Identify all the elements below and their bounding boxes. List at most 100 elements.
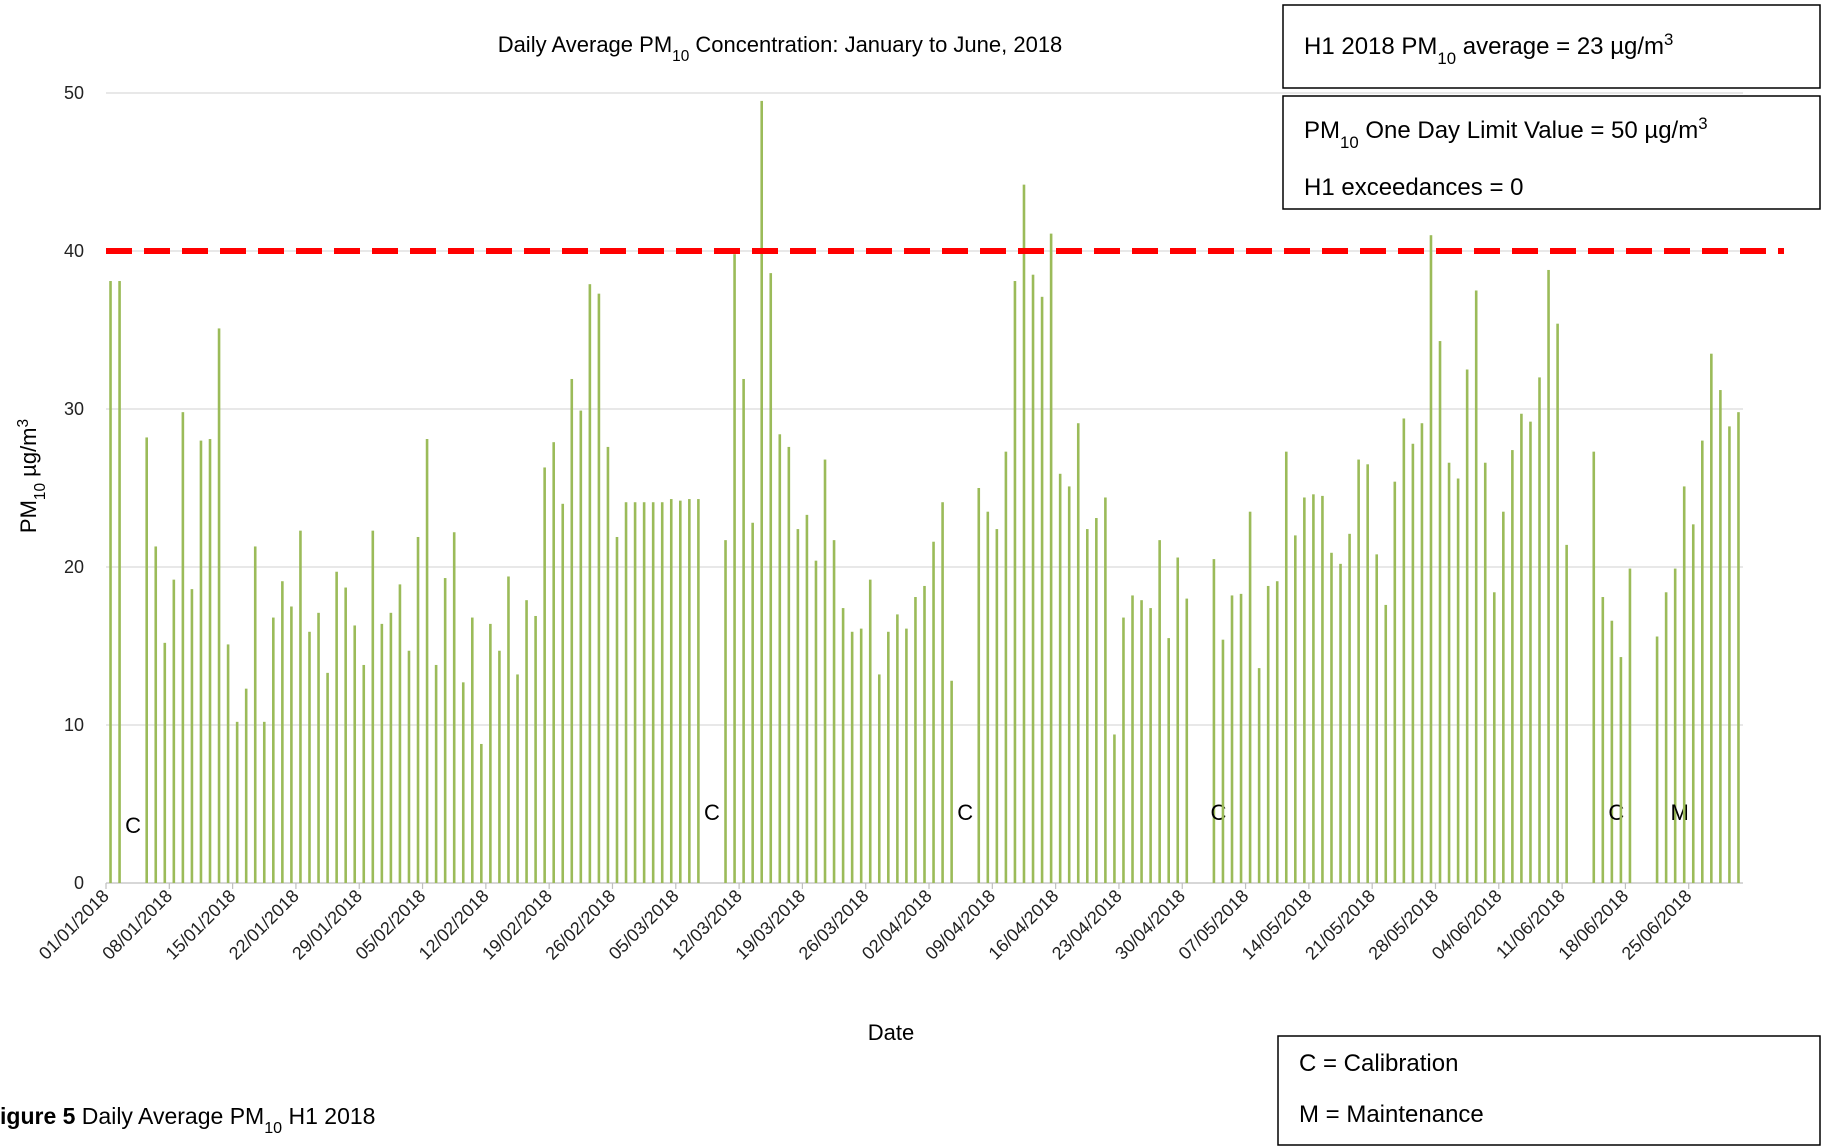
bar — [1284, 451, 1288, 883]
bar — [398, 584, 402, 883]
bar — [923, 585, 926, 883]
bar — [651, 502, 655, 883]
bar — [262, 721, 266, 883]
bar — [615, 536, 619, 883]
bar — [733, 254, 736, 883]
bar — [217, 328, 221, 883]
annotation: C — [704, 800, 720, 825]
bar — [1085, 529, 1089, 883]
bar — [552, 442, 555, 883]
bar — [787, 446, 791, 883]
bar — [181, 412, 185, 883]
bar — [1384, 604, 1388, 883]
bar — [977, 488, 981, 883]
bar — [1058, 473, 1062, 883]
limit-note: PM10 One Day Limit Value = 50 µg/m3 — [1304, 114, 1708, 152]
annotation: M — [1671, 800, 1689, 825]
bar — [859, 628, 863, 883]
bar — [841, 608, 845, 883]
bar — [868, 579, 872, 883]
bar — [543, 467, 546, 883]
bar — [489, 623, 492, 883]
bar — [1076, 423, 1080, 883]
bar — [579, 410, 583, 883]
bar — [1529, 421, 1532, 883]
bar — [1149, 608, 1152, 883]
bar — [1456, 478, 1460, 883]
chart-title: Daily Average PM10 Concentration: Januar… — [498, 32, 1063, 65]
bar — [633, 502, 637, 883]
bar — [1547, 269, 1550, 884]
exceedances-note: H1 exceedances = 0 — [1304, 174, 1523, 201]
bar — [1420, 423, 1424, 883]
bar — [941, 502, 944, 883]
bar — [1502, 511, 1505, 883]
bar — [986, 511, 990, 883]
bar — [905, 628, 908, 883]
bar — [362, 664, 366, 883]
bar — [380, 623, 384, 883]
bar — [1601, 597, 1605, 883]
bar — [1592, 451, 1596, 883]
y-label-text: PM — [16, 500, 41, 533]
note-text: average = 23 µg/m — [1456, 33, 1664, 60]
bar — [1691, 524, 1695, 883]
bar — [1158, 540, 1161, 883]
bar — [1438, 341, 1442, 883]
bar — [1682, 486, 1686, 883]
caption-text: Daily Average PM — [75, 1103, 264, 1129]
bar — [1673, 568, 1677, 883]
bar — [1312, 494, 1315, 883]
bar — [814, 560, 818, 883]
bar — [208, 439, 212, 883]
y-label-text: µg/m — [16, 427, 41, 482]
bar — [1212, 559, 1216, 883]
bar — [1348, 533, 1351, 883]
y-tick-label: 30 — [64, 399, 84, 419]
y-tick-label: 50 — [64, 83, 84, 103]
bar — [353, 625, 357, 883]
bar — [534, 615, 537, 883]
note-box — [1282, 4, 1821, 89]
bar — [344, 587, 347, 883]
legend-entry: M = Maintenance — [1299, 1101, 1484, 1128]
note-subscript: 10 — [1437, 49, 1456, 68]
y-axis-label: PM10 µg/m3 — [15, 419, 49, 533]
note-superscript: 3 — [1698, 114, 1707, 133]
bar — [235, 721, 239, 883]
legend-box — [1277, 1035, 1821, 1146]
bar — [760, 100, 764, 883]
bar — [1031, 274, 1035, 883]
bar — [452, 532, 456, 883]
bar — [1239, 593, 1243, 883]
bar — [751, 522, 754, 883]
note-subscript: 10 — [1340, 133, 1359, 152]
bar — [1628, 568, 1632, 883]
bar — [1411, 443, 1415, 883]
bar — [1230, 595, 1234, 883]
y-label-superscript: 3 — [15, 419, 32, 428]
bar — [1402, 418, 1406, 883]
bar — [470, 617, 474, 883]
bar — [1520, 413, 1523, 883]
bar — [1275, 581, 1279, 883]
bar — [642, 502, 646, 883]
bar — [823, 459, 827, 883]
bar — [163, 642, 167, 883]
annotation: C — [125, 813, 141, 838]
note-text: PM — [1304, 117, 1340, 144]
bar — [887, 631, 890, 883]
bar — [796, 529, 800, 883]
bar — [778, 434, 782, 883]
bar — [932, 541, 935, 883]
bar — [1167, 638, 1170, 883]
bar — [1185, 598, 1189, 883]
bar — [109, 281, 112, 883]
y-label-subscript: 10 — [32, 483, 49, 500]
bar — [407, 650, 411, 883]
bar — [624, 502, 628, 883]
caption: igure 5 Daily Average PM10 H1 2018 — [0, 1103, 375, 1137]
bar — [588, 284, 592, 883]
bar — [199, 440, 203, 883]
